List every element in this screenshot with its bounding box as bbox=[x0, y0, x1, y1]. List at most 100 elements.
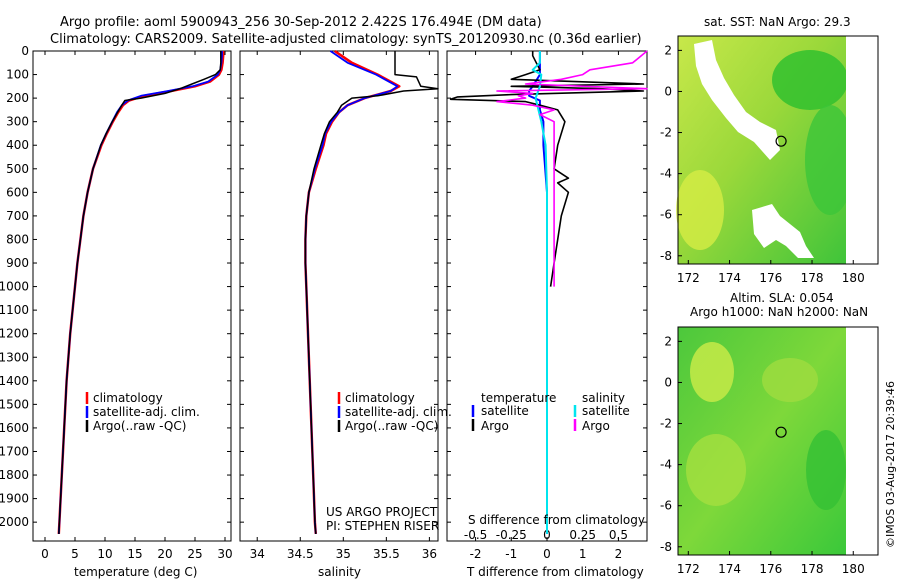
depth-tick-label: 1900 bbox=[0, 492, 29, 506]
map-y-tick-label: -8 bbox=[660, 249, 672, 263]
depth-tick-label: 1000 bbox=[0, 280, 29, 294]
legend-label-argo: Argo(..raw -QC) bbox=[93, 419, 186, 433]
depth-tick-label: 100 bbox=[6, 68, 29, 82]
depth-tick-label: 1400 bbox=[0, 374, 29, 388]
map-y-tick-label: 0 bbox=[664, 375, 672, 389]
map-x-tick-label: 176 bbox=[759, 271, 782, 285]
sla-map-subtitle: Argo h1000: NaN h2000: NaN bbox=[690, 305, 868, 319]
difference-x-tick-label: 1 bbox=[579, 547, 587, 561]
legend-title-temperature: temperature bbox=[481, 391, 556, 405]
map-y-tick-label: -6 bbox=[660, 208, 672, 222]
sst-missing-data bbox=[694, 40, 780, 160]
map-x-tick-label: 172 bbox=[677, 271, 700, 285]
depth-tick-label: 500 bbox=[6, 162, 29, 176]
sst-missing-data bbox=[752, 204, 814, 258]
difference-x-tick-label: -2 bbox=[470, 547, 482, 561]
difference-x-tick-label: 2 bbox=[615, 547, 623, 561]
imos-watermark: ©IMOS 03-Aug-2017 20:39:46 bbox=[884, 381, 897, 548]
series-line-salinity-argo bbox=[496, 50, 648, 287]
sst-map-axes: 172 174 176 178 180 2 0 -2 -4 -6 -8 bbox=[660, 43, 865, 285]
depth-tick-label: 1300 bbox=[0, 350, 29, 364]
map-x-tick-label: 178 bbox=[801, 562, 824, 576]
salinity-axes bbox=[239, 50, 439, 542]
depth-tick-label: 1100 bbox=[0, 303, 29, 317]
argo-position-marker bbox=[775, 426, 787, 438]
series-line-salinity-satellite bbox=[531, 51, 548, 534]
legend-label-satellite: satellite-adj. clim. bbox=[93, 405, 200, 419]
legend-label-temp-satellite: satellite bbox=[481, 404, 529, 418]
temperature-x-tick-label: 0 bbox=[41, 547, 49, 561]
legend-label-climatology: climatology bbox=[93, 391, 163, 405]
legend-label-temp-argo: Argo bbox=[481, 419, 509, 433]
map-y-tick-label: -2 bbox=[660, 126, 672, 140]
sst-map-frame bbox=[677, 35, 879, 265]
difference-sal-tick-label: 0.25 bbox=[569, 528, 596, 542]
argo-position-marker bbox=[775, 135, 787, 147]
depth-tick-label: 900 bbox=[6, 256, 29, 270]
salinity-legend: climatology satellite-adj. clim. Argo(..… bbox=[326, 391, 452, 533]
salinity-x-axis: 34 34.5 35 35.5 36 bbox=[250, 51, 437, 561]
difference-legend: temperature salinity satellite Argo sate… bbox=[471, 391, 630, 433]
temperature-x-axis: 0 5 10 15 20 25 30 bbox=[41, 51, 233, 561]
sla-map: 172 174 176 178 180 2 0 -2 -4 -6 -8 bbox=[660, 326, 879, 576]
map-y-tick-label: 2 bbox=[664, 334, 672, 348]
salinity-x-tick-label: 34.5 bbox=[287, 547, 314, 561]
sst-warm-patch bbox=[772, 50, 848, 110]
temperature-x-tick-label: 5 bbox=[71, 547, 79, 561]
difference-top-label: S difference from climatology bbox=[468, 513, 645, 527]
sst-map: 172 174 176 178 180 2 0 -2 -4 -6 -8 bbox=[660, 35, 879, 285]
temperature-legend: climatology satellite-adj. clim. Argo(..… bbox=[85, 391, 200, 433]
legend-label-sal-argo: Argo bbox=[582, 419, 610, 433]
difference-x-axis: -2 -1 0 1 2 -0.5 -0.25 0 0.25 0.5 bbox=[464, 51, 628, 561]
temperature-x-tick-label: 25 bbox=[187, 547, 202, 561]
temperature-x-label: temperature (deg C) bbox=[74, 565, 197, 579]
sst-map-title: sat. SST: NaN Argo: 29.3 bbox=[704, 15, 851, 29]
series-line-satellite-adj-clim- bbox=[57, 51, 223, 534]
legend-label-sal-satellite: satellite bbox=[582, 404, 630, 418]
temperature-x-tick-label: 15 bbox=[127, 547, 142, 561]
sla-high-patch bbox=[690, 342, 734, 402]
depth-tick-label: 700 bbox=[6, 209, 29, 223]
temperature-x-tick-label: 20 bbox=[157, 547, 172, 561]
salinity-x-tick-label: 34 bbox=[250, 547, 265, 561]
salinity-x-tick-label: 35 bbox=[336, 547, 351, 561]
map-y-tick-label: -2 bbox=[660, 417, 672, 431]
sla-map-frame bbox=[677, 326, 879, 556]
map-x-tick-label: 180 bbox=[842, 271, 865, 285]
salinity-x-tick-label: 36 bbox=[422, 547, 437, 561]
series-line-argo-raw-qc- bbox=[58, 51, 222, 534]
title-line1: Argo profile: aoml 5900943_256 30-Sep-20… bbox=[60, 15, 542, 30]
legend-label-satellite: satellite-adj. clim. bbox=[345, 405, 452, 419]
difference-sal-tick-label: 0 bbox=[543, 528, 551, 542]
pi-credit: PI: STEPHEN RISER bbox=[326, 519, 439, 533]
series-line-climatology bbox=[304, 49, 401, 534]
temperature-series bbox=[57, 51, 225, 534]
sla-map-title: Altim. SLA: 0.054 bbox=[730, 291, 834, 305]
difference-x-tick-label: -1 bbox=[505, 547, 517, 561]
difference-x-tick-label: 0 bbox=[543, 547, 551, 561]
temperature-axes bbox=[32, 50, 232, 542]
map-x-tick-label: 176 bbox=[759, 562, 782, 576]
difference-sal-tick-label: 0.5 bbox=[609, 528, 628, 542]
salinity-series bbox=[304, 49, 439, 534]
depth-tick-label: 600 bbox=[6, 185, 29, 199]
legend-title-salinity: salinity bbox=[582, 391, 625, 405]
depth-tick-label: 800 bbox=[6, 232, 29, 246]
salinity-x-label: salinity bbox=[318, 565, 361, 579]
series-line-satellite-adj-clim- bbox=[304, 50, 399, 534]
legend-label-argo: Argo(..raw -QC) bbox=[345, 419, 438, 433]
sla-high-patch bbox=[762, 358, 818, 402]
sst-cool-patch bbox=[676, 170, 724, 250]
series-line-temperature-argo bbox=[449, 51, 645, 287]
map-y-tick-label: -4 bbox=[660, 167, 672, 181]
difference-x-label: T difference from climatology bbox=[466, 565, 644, 579]
depth-axis: 0 100 200 300 400 500 600 700 800 900 1000 1100 1200… bbox=[0, 44, 647, 529]
series-line-climatology bbox=[57, 51, 225, 534]
depth-tick-label: 2000 bbox=[0, 515, 29, 529]
depth-tick-label: 0 bbox=[21, 44, 29, 58]
map-y-tick-label: 0 bbox=[664, 84, 672, 98]
difference-sal-tick-label: -0.25 bbox=[496, 528, 527, 542]
difference-series bbox=[449, 50, 648, 534]
depth-tick-label: 1200 bbox=[0, 327, 29, 341]
